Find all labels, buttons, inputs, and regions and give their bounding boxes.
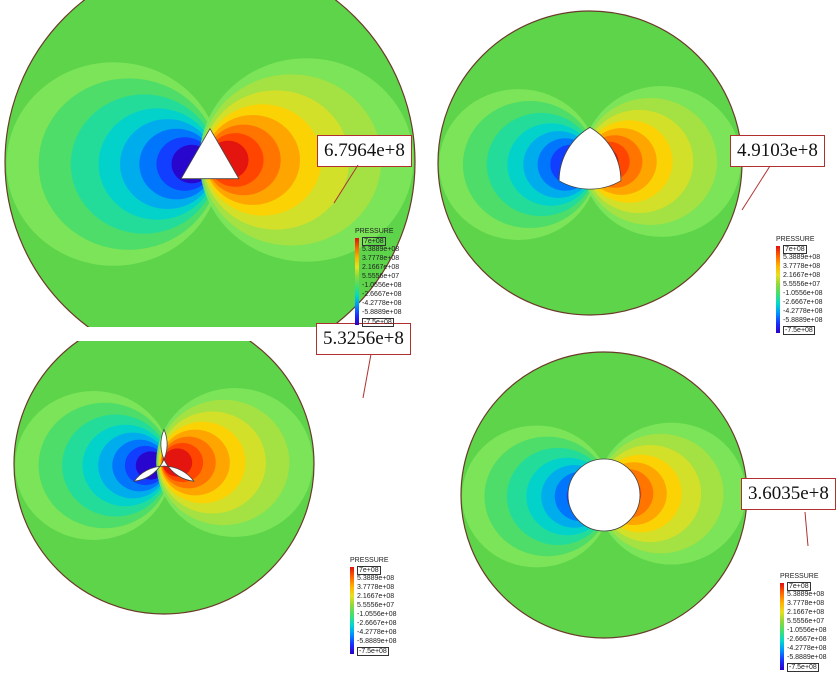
legend-tick-label: -1.0556e+08	[783, 290, 823, 297]
pressure-field	[14, 341, 314, 614]
legend-tick-label: 3.7778e+08	[787, 600, 825, 607]
legend-tick-label: 7e+08	[357, 566, 381, 575]
legend-tick-label: 5.3889e+08	[787, 591, 825, 598]
cavity-hole	[180, 127, 240, 180]
legend-tick-label: -5.8889e+08	[783, 317, 823, 324]
legend-tick-label: 2.1667e+08	[787, 609, 825, 616]
peak-value-triangle: 6.7964e+8	[317, 135, 412, 167]
legend-tick-label: 5.5556e+07	[362, 273, 400, 280]
legend-tick-label: 5.5556e+07	[787, 618, 825, 625]
legend-tick-label: -4.2778e+08	[362, 300, 402, 307]
legend-tick-label: -2.6667e+08	[783, 299, 823, 306]
legend-tick-label: -7.5e+08	[787, 663, 819, 672]
domain-boundary	[4, 0, 416, 327]
legend-tick-label: -4.2778e+08	[783, 308, 823, 315]
contour-plot-circle	[460, 351, 748, 639]
legend-tick-label: 3.7778e+08	[783, 263, 821, 270]
legend-tick-label: 3.7778e+08	[362, 255, 400, 262]
contour-plot-triangle	[4, 0, 416, 327]
pressure-legend-3: PRESSURE 7e+08 5.3889e+08 3.7778e+08 2.1667e…	[350, 557, 420, 667]
panel-concave-triangle	[9, 341, 428, 671]
legend-tick-label: 7e+08	[787, 582, 811, 591]
pressure-legend-2: PRESSURE 7e+08 5.3889e+08 3.7778e+08 2.1667e…	[776, 236, 838, 346]
cavity-hole	[558, 126, 622, 190]
contour-plot-rounded-triangle	[437, 10, 743, 316]
legend-colorbar	[780, 583, 784, 670]
legend-tick-label: -2.6667e+08	[357, 620, 397, 627]
legend-tick-label: 2.1667e+08	[362, 264, 400, 271]
peak-value-rounded-triangle: 4.9103e+8	[730, 135, 825, 167]
legend-tick-label: -7.5e+08	[357, 647, 389, 656]
legend-tick-label: 7e+08	[783, 245, 807, 254]
panel-triangle	[0, 0, 419, 327]
legend-tick-label: -7.5e+08	[362, 318, 394, 327]
pressure-legend-1: PRESSURE 7e+08 5.3889e+08 3.7778e+08 2.1667e…	[355, 228, 425, 328]
peak-value-concave-triangle: 5.3256e+8	[316, 323, 411, 355]
domain-boundary	[13, 341, 315, 615]
legend-tick-label: 5.3889e+08	[783, 254, 821, 261]
legend-tick-label: 2.1667e+08	[357, 593, 395, 600]
legend-title: PRESSURE	[350, 557, 389, 564]
legend-tick-label: 3.7778e+08	[357, 584, 395, 591]
legend-tick-label: -4.2778e+08	[357, 629, 397, 636]
legend-tick-label: -1.0556e+08	[787, 627, 827, 634]
legend-tick-label: -1.0556e+08	[357, 611, 397, 618]
contour-plot-concave-triangle	[13, 341, 315, 615]
legend-tick-label: -5.8889e+08	[362, 309, 402, 316]
legend-colorbar	[355, 238, 359, 325]
legend-tick-label: 5.3889e+08	[362, 246, 400, 253]
legend-tick-label: -2.6667e+08	[362, 291, 402, 298]
legend-title: PRESSURE	[355, 228, 394, 235]
legend-tick-label: 7e+08	[362, 237, 386, 246]
cavity-hole	[133, 428, 195, 482]
legend-tick-label: 2.1667e+08	[783, 272, 821, 279]
legend-tick-label: -5.8889e+08	[787, 654, 827, 661]
legend-tick-label: 5.3889e+08	[357, 575, 395, 582]
legend-tick-label: -4.2778e+08	[787, 645, 827, 652]
legend-tick-label: -5.8889e+08	[357, 638, 397, 645]
legend-colorbar	[350, 567, 354, 654]
peak-value-circle: 3.6035e+8	[741, 478, 836, 510]
legend-tick-label: -7.5e+08	[783, 326, 815, 335]
cavity-hole	[567, 458, 641, 532]
pressure-legend-4: PRESSURE 7e+08 5.3889e+08 3.7778e+08 2.1667e…	[780, 573, 838, 681]
legend-title: PRESSURE	[776, 236, 815, 243]
legend-tick-label: 5.5556e+07	[357, 602, 395, 609]
legend-tick-label: -1.0556e+08	[362, 282, 402, 289]
legend-tick-label: -2.6667e+08	[787, 636, 827, 643]
legend-tick-label: 5.5556e+07	[783, 281, 821, 288]
legend-title: PRESSURE	[780, 573, 819, 580]
panel-circle	[436, 350, 838, 681]
legend-colorbar	[776, 246, 780, 333]
